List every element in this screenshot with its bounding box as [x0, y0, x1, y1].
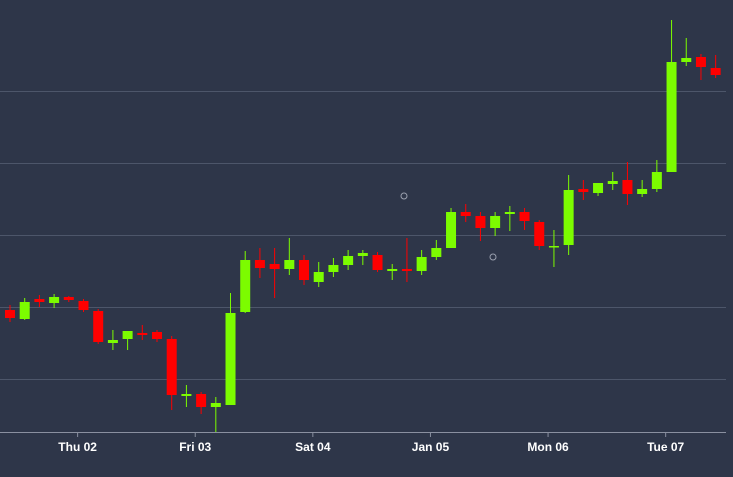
candle-body: [299, 260, 310, 280]
candle-body: [666, 62, 677, 172]
candle-body: [637, 189, 648, 194]
candle-body: [548, 246, 559, 248]
candle-body: [593, 183, 604, 193]
candle-body: [607, 181, 618, 184]
x-tick-label: Thu 02: [58, 440, 97, 454]
candle-body: [460, 212, 471, 216]
candle-body: [181, 394, 192, 396]
candle-body: [240, 260, 251, 312]
candle-body: [357, 253, 368, 256]
candle-body: [313, 272, 324, 282]
candle-body: [137, 333, 148, 335]
candle-body: [107, 340, 118, 343]
candle-body: [93, 311, 104, 342]
candle-body: [4, 310, 15, 318]
candle-body: [196, 394, 207, 407]
candle-body: [651, 172, 662, 189]
candle-body: [63, 297, 74, 300]
marker: [400, 192, 408, 200]
candle-body: [681, 58, 692, 62]
candle-body: [622, 180, 633, 194]
candle-body: [122, 331, 133, 339]
candle-body: [166, 339, 177, 395]
x-tick-label: Mon 06: [527, 440, 569, 454]
x-tick-label: Fri 03: [179, 440, 211, 454]
candle-body: [19, 302, 30, 319]
candle-body: [152, 332, 163, 339]
candle-body: [431, 248, 442, 257]
candle-body: [534, 222, 545, 246]
marker: [489, 253, 497, 261]
candle-body: [372, 255, 383, 270]
candle-body: [416, 257, 427, 271]
candle-body: [225, 313, 236, 405]
candle-body: [710, 68, 721, 75]
candle-body: [78, 301, 89, 310]
candle-body: [387, 269, 398, 271]
candle-body: [563, 190, 574, 245]
candle-body: [475, 216, 486, 228]
x-tick-label: Jan 05: [412, 440, 450, 454]
x-tick-label: Tue 07: [647, 440, 684, 454]
candle-body: [34, 299, 45, 302]
candle-body: [284, 260, 295, 269]
candle-body: [210, 403, 221, 407]
candle-body: [578, 189, 589, 192]
candle-body: [328, 265, 339, 272]
candle-body: [254, 260, 265, 268]
candle-body: [519, 212, 530, 221]
candle-body: [269, 264, 280, 269]
candle-body: [490, 216, 501, 228]
candle-body: [695, 57, 706, 67]
candle-body: [504, 212, 515, 214]
x-tick-label: Sat 04: [295, 440, 331, 454]
candle-body: [446, 212, 457, 248]
candle-body: [401, 269, 412, 271]
candle-body: [343, 256, 354, 265]
candle-body: [49, 297, 60, 303]
